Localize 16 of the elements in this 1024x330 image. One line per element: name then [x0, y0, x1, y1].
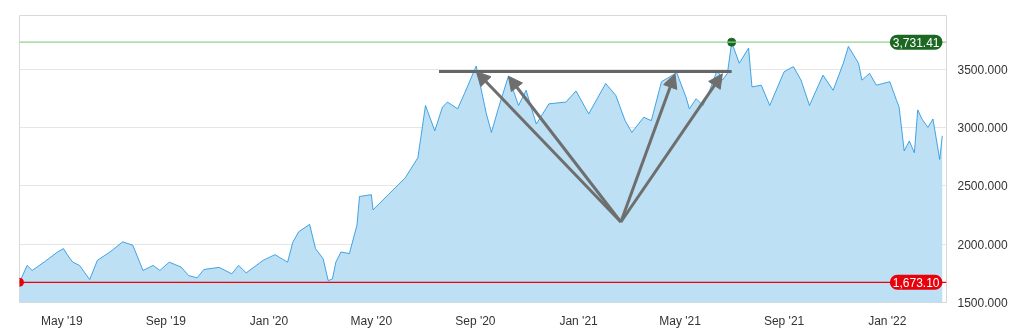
y-tick-label: 2000.000 [957, 237, 1008, 252]
x-tick-label: Sep '21 [763, 313, 805, 328]
x-tick-label: Jan '20 [249, 313, 289, 328]
y-tick-label: 3000.000 [957, 121, 1008, 135]
x-tick-label: May '19 [40, 313, 83, 328]
y-tick-label: 1500.000 [957, 296, 1008, 310]
y-tick-label: 3500.000 [957, 62, 1008, 77]
x-tick-label: Sep '20 [455, 313, 496, 328]
ref-line-label: 3,731.41 [892, 35, 940, 50]
x-tick-label: May '20 [350, 313, 393, 328]
ref-line-label: 1,673.10 [892, 275, 940, 290]
x-tick-label: May '21 [659, 313, 702, 328]
y-tick-label: 2500.000 [957, 179, 1008, 194]
x-tick-label: Jan '22 [868, 313, 907, 328]
x-tick-label: Jan '21 [559, 313, 599, 328]
x-tick-label: Sep '19 [145, 313, 187, 328]
